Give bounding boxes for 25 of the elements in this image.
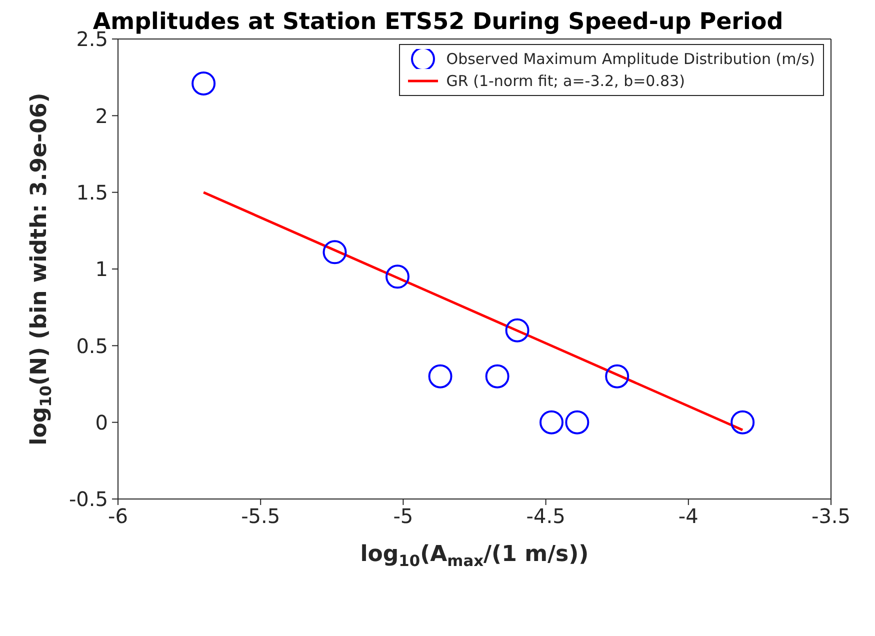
point [485, 364, 510, 388]
legend-label: Observed Maximum Amplitude Distribution (m/s) [446, 49, 815, 70]
point [428, 364, 452, 388]
point [565, 410, 590, 434]
point [505, 318, 530, 342]
y-tick-label: 1.5 [76, 180, 108, 204]
x-tick-label: -5 [393, 504, 414, 528]
x-tick-label: -5.5 [241, 504, 280, 528]
point [730, 410, 755, 434]
y-tick-label: 0.5 [76, 334, 108, 358]
point [540, 410, 564, 434]
y-tick-label: 2 [95, 104, 108, 128]
x-tick-label: -4 [678, 504, 698, 528]
legend-label: GR (1-norm fit; a=-3.2, b=0.83) [446, 71, 685, 92]
point [385, 264, 410, 289]
point [605, 364, 630, 388]
y-tick-label: 0 [95, 410, 108, 434]
x-axis-title: log$_{10}$(A$_{max}$/(1 m/s)) [360, 542, 589, 570]
y-tick-label: 1 [95, 257, 108, 282]
x-tick-label: -3.5 [811, 504, 851, 528]
x-tick-label: -6 [108, 504, 128, 528]
point [192, 71, 216, 96]
x-tick-label: -4.5 [526, 504, 566, 528]
y-tick-label: -0.5 [68, 487, 108, 512]
point [322, 240, 347, 264]
